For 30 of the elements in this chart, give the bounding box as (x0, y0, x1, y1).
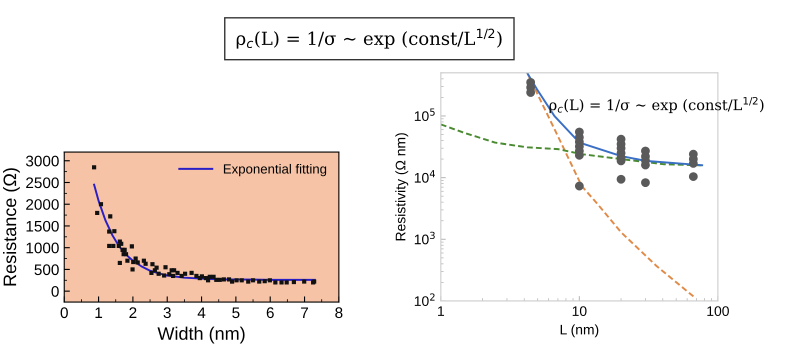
y-tick-label: 500 (34, 264, 59, 276)
chart-title: ρ$_{c}$(L) = 1/σ ~ exp (const/L$^{1/2}$) (236, 28, 502, 49)
y-tick-label: 10$^{3}$ (414, 232, 435, 244)
y-tick-label: 2500 (26, 177, 59, 188)
x-tick-label: 100 (707, 306, 729, 316)
y-tick-label: 1000 (26, 242, 59, 254)
x-tick-label: 4 (198, 307, 206, 318)
y-tick-label: 3000 (26, 156, 59, 166)
annotation: ρ$_{c}$(L) = 1/σ ~ exp (const/L$^{1/2}$) (550, 96, 764, 114)
legend-label: Exponential fitting (224, 164, 326, 176)
y-tick-label: 10$^{2}$ (414, 293, 435, 306)
y-axis-title: Resistivity (Ω nm) (395, 133, 408, 240)
x-tick-label: 1 (95, 307, 102, 318)
y-tick-label: 1500 (26, 220, 59, 232)
x-tick-label: 2 (129, 307, 136, 318)
y-tick-label: 0 (51, 286, 59, 297)
x-axis-title: L (nm) (560, 324, 598, 338)
x-axis-title: Width (nm) (157, 326, 245, 344)
x-tick-label: 8 (335, 307, 342, 318)
x-tick-label: 3 (164, 307, 171, 318)
y-tick-label: 10$^{5}$ (414, 108, 435, 122)
y-tick-label: 2000 (26, 199, 59, 210)
x-tick-label: 5 (232, 307, 240, 318)
x-tick-label: 6 (266, 307, 274, 318)
x-tick-label: 1 (438, 306, 444, 316)
y-axis-title: Resistance (Ω) (3, 168, 20, 286)
x-tick-label: 0 (60, 307, 68, 318)
y-tick-label: 10$^{4}$ (414, 170, 435, 183)
x-tick-label: 10 (572, 306, 587, 316)
x-tick-label: 7 (301, 307, 308, 318)
